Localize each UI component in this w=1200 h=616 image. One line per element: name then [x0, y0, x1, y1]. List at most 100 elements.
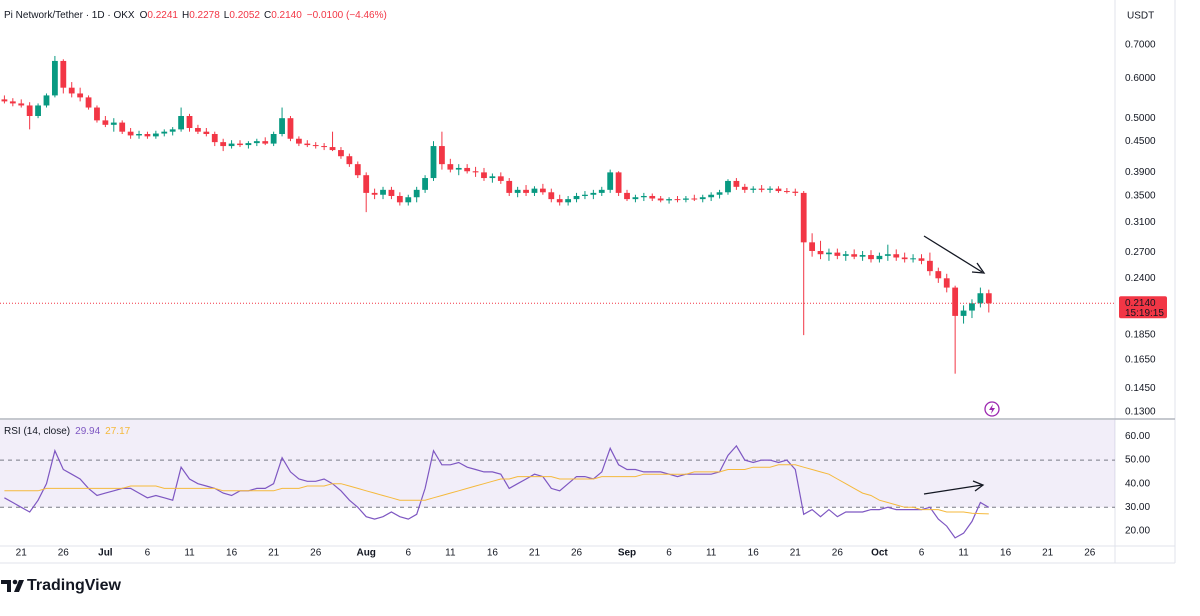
candle-body — [582, 194, 588, 196]
x-tick-label: 16 — [1000, 548, 1012, 559]
rsi-lines — [4, 444, 990, 539]
legend-value: 29.94 — [75, 426, 100, 437]
candle-body — [632, 197, 639, 200]
candle-body — [396, 195, 403, 203]
y-tick-label: 0.3900 — [1125, 167, 1156, 178]
candle-body — [691, 198, 698, 200]
candle-body — [733, 180, 740, 187]
candle-body — [598, 189, 605, 193]
x-tick-label: Oct — [871, 548, 888, 559]
candle-body — [775, 188, 782, 192]
brand-name: TradingView — [27, 577, 122, 594]
candle-body — [304, 143, 311, 146]
y-tick-label: 0.1450 — [1125, 383, 1156, 394]
x-tick-label: 11 — [706, 548, 717, 559]
candle-body — [523, 189, 529, 193]
candle-body — [489, 176, 496, 179]
x-tick-label: 26 — [58, 548, 70, 559]
candle-body — [834, 252, 841, 256]
x-tick-label: 16 — [487, 548, 499, 559]
candle-body — [985, 293, 992, 304]
candle-body — [85, 97, 92, 108]
x-tick-label: Sep — [618, 548, 636, 559]
candle-body — [279, 118, 285, 135]
candle-body — [329, 147, 336, 151]
candle-body — [77, 93, 84, 98]
candle-body — [439, 146, 445, 165]
candle-body — [649, 195, 656, 199]
candle-body — [674, 199, 681, 201]
x-tick-label: 21 — [268, 548, 280, 559]
ohlc-letter: O — [140, 10, 148, 21]
x-tick-label: 11 — [445, 548, 456, 559]
y-tick-label: 0.1300 — [1125, 407, 1156, 418]
candle-body — [26, 105, 33, 117]
candle-body — [211, 134, 218, 143]
candle-body — [136, 134, 142, 136]
candle-body — [556, 199, 563, 203]
y-tick-label: 0.1850 — [1125, 330, 1156, 341]
y-tick-label: 0.1650 — [1125, 355, 1156, 366]
candle-body — [792, 191, 799, 193]
y-tick-label: 0.2400 — [1125, 273, 1156, 284]
x-tick-label: 21 — [790, 548, 802, 559]
candle-body — [943, 278, 950, 288]
x-tick-label: 16 — [226, 548, 238, 559]
candle-body — [9, 101, 16, 104]
candle-body — [960, 310, 967, 316]
candle-body — [1, 99, 8, 102]
logo-mark — [1, 580, 11, 592]
candle-body — [413, 189, 420, 198]
candle-body — [481, 172, 487, 179]
x-tick-label: 6 — [145, 548, 151, 559]
candle-body — [666, 199, 672, 201]
candle-body — [51, 60, 58, 96]
candle-body — [927, 260, 933, 272]
candle-body — [497, 176, 504, 181]
y-tick-label: 40.00 — [1125, 478, 1150, 489]
currency-label: USDT — [1127, 11, 1154, 22]
candle-body — [186, 116, 193, 128]
x-tick-label: 21 — [529, 548, 541, 559]
change: −0.0100 (−4.46%) — [307, 10, 387, 21]
candle-body — [220, 142, 227, 147]
candle-body — [110, 122, 117, 125]
arrow-head — [971, 262, 986, 274]
candle-body — [952, 287, 959, 316]
candle-body — [35, 105, 41, 117]
ohlc-value: 0.2052 — [229, 10, 260, 21]
ohlc-letter: L — [224, 10, 230, 21]
y-tick-label: 0.6000 — [1125, 73, 1156, 84]
candle-body — [152, 133, 159, 137]
x-tick-label: 21 — [16, 548, 28, 559]
candle-body — [102, 120, 109, 125]
trend-arrow — [923, 235, 983, 273]
tradingview-logo — [1, 579, 24, 592]
candle-body — [842, 254, 849, 256]
rsi-legend: RSI (14, close) 29.94 27.17 — [4, 426, 131, 437]
legend-title: RSI (14, close) — [4, 426, 70, 437]
y-tick-label: 0.3500 — [1125, 191, 1156, 202]
candle-body — [573, 195, 580, 200]
candle-body — [624, 192, 630, 200]
candle-body — [800, 192, 807, 243]
symbol: Pi Network/Tether · 1D · OKX — [4, 10, 135, 21]
y-tick-label: 0.7000 — [1125, 39, 1156, 50]
candle-body — [640, 195, 647, 198]
candle-body — [178, 116, 184, 130]
last-price-box — [1119, 296, 1167, 319]
candle-body — [918, 258, 925, 261]
candle-body — [615, 172, 622, 193]
candle-body — [741, 186, 748, 190]
y-tick-label: 20.00 — [1125, 525, 1150, 536]
candle-body — [287, 118, 294, 139]
candle-body — [262, 141, 269, 144]
candle-body — [683, 198, 689, 200]
candle-body — [464, 167, 471, 172]
candle-body — [725, 180, 731, 193]
candle-body — [321, 146, 328, 148]
candle-body — [851, 254, 858, 257]
event-icon-bolt — [989, 404, 995, 414]
